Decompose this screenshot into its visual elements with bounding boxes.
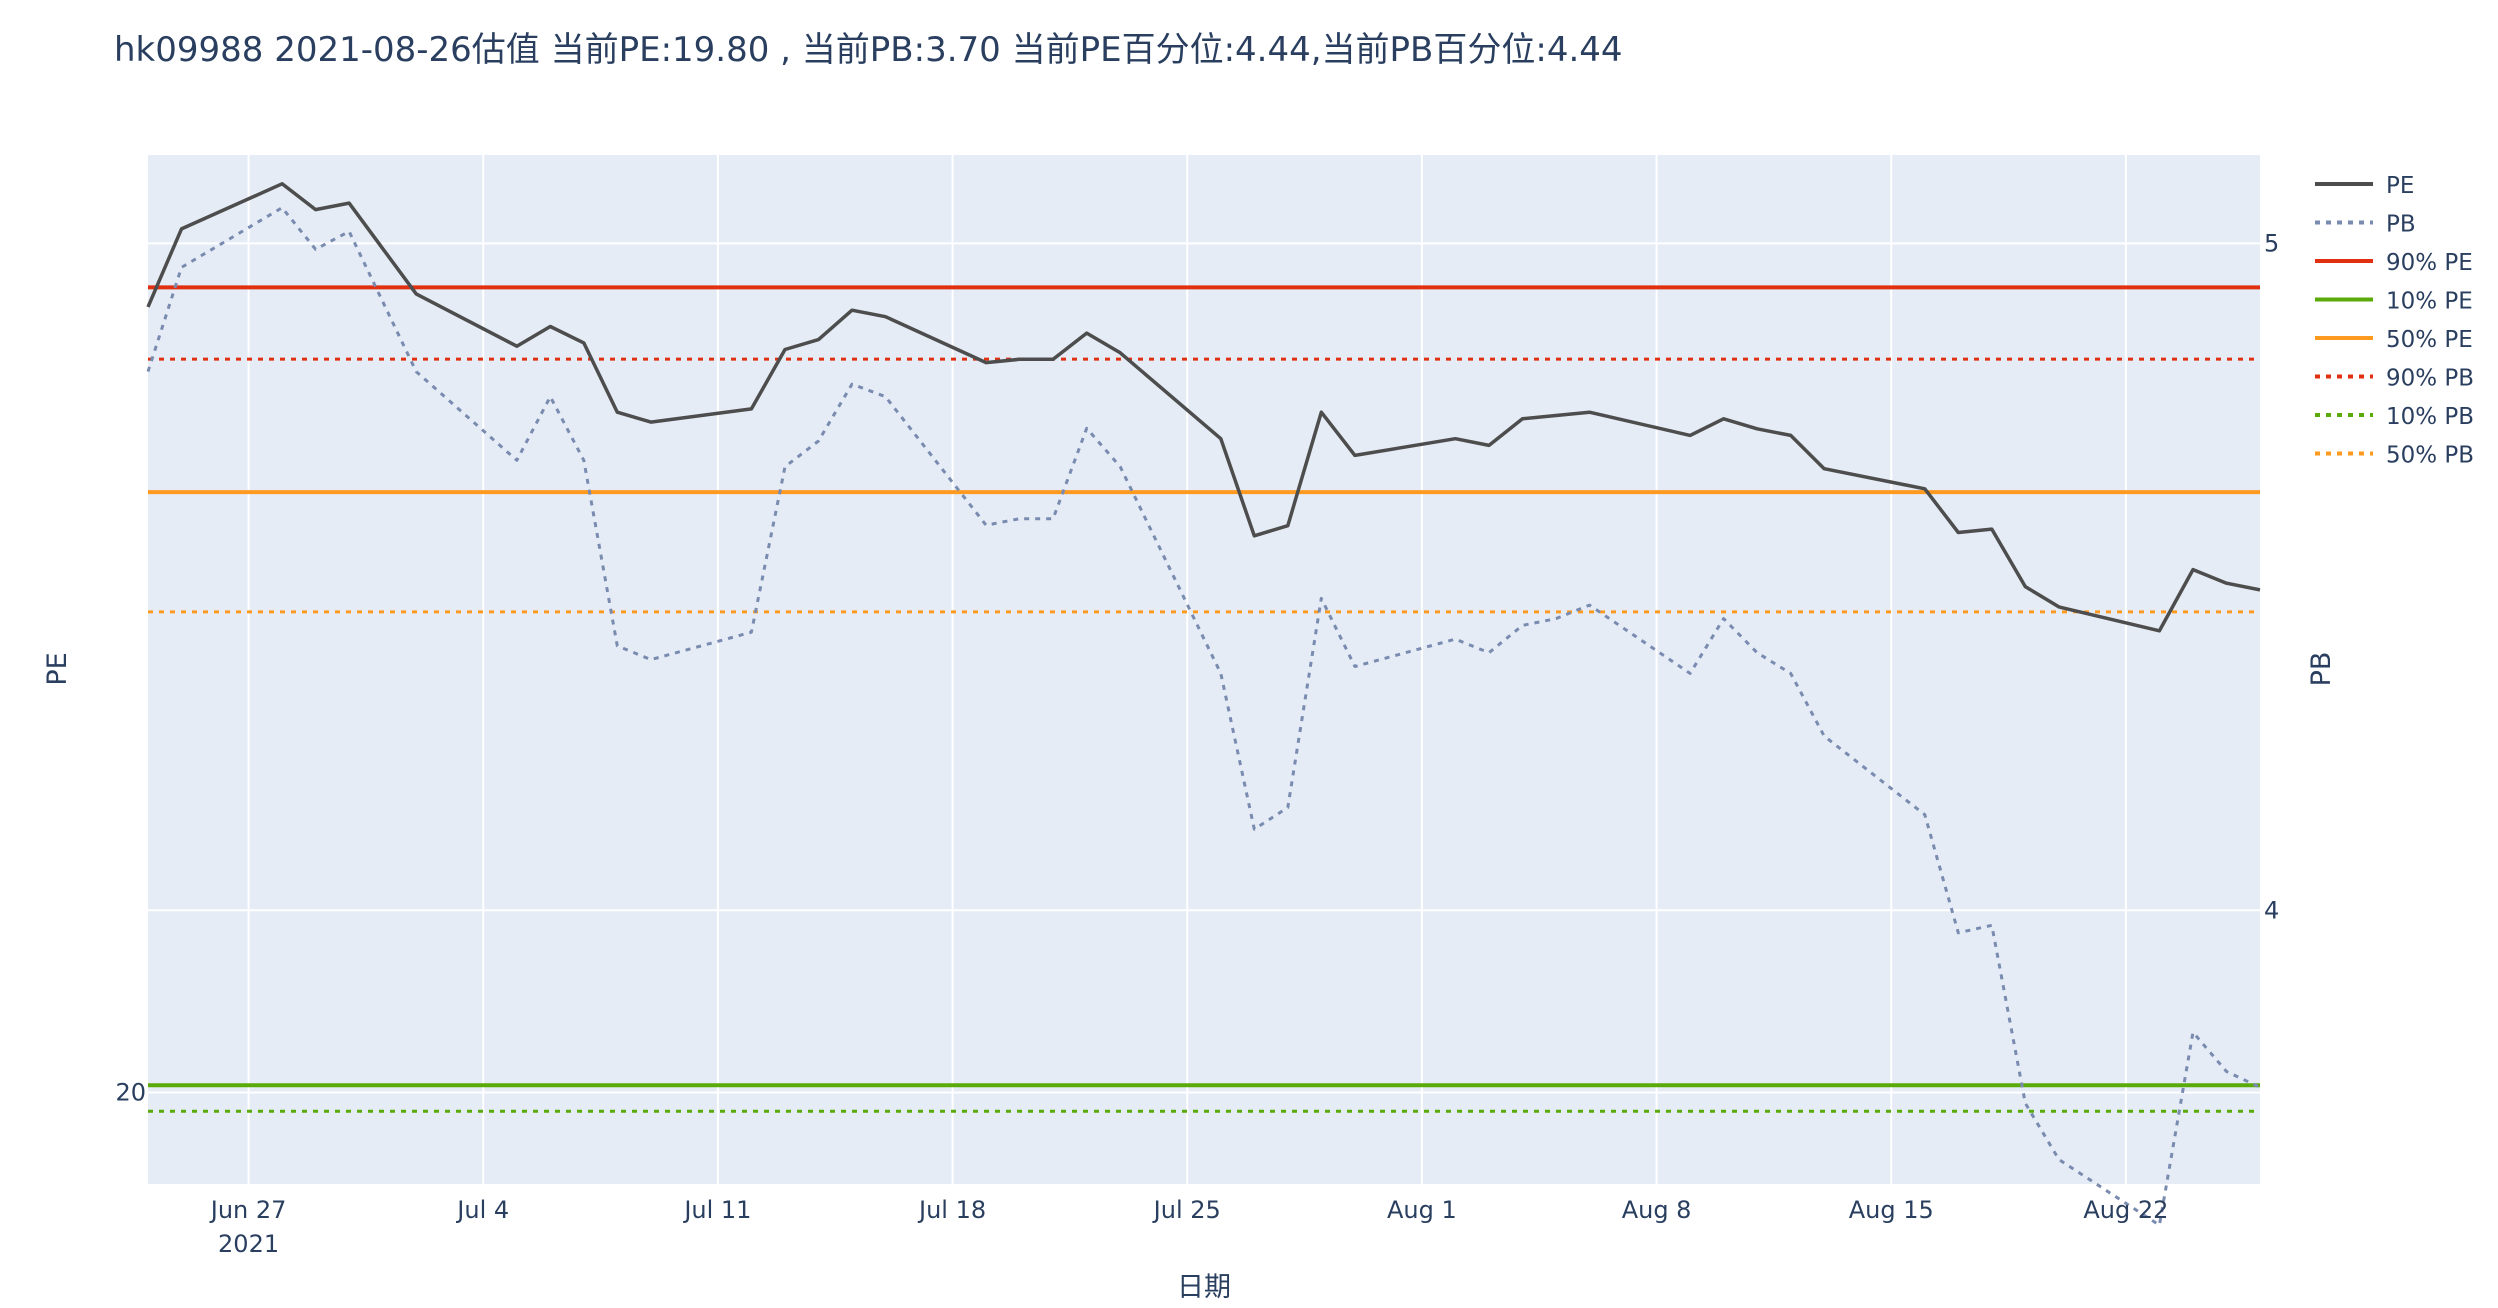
x-tick-label: Aug 8 [1622,1196,1692,1224]
y-left-tick-label: 20 [115,1078,146,1106]
x-tick-label: Jul 25 [1152,1196,1221,1224]
y-right-tick-label: 5 [2264,229,2279,257]
legend-item-label: PE [2386,173,2414,199]
legend-item-label: 50% PE [2386,327,2473,353]
x-tick-label: Jul 11 [682,1196,751,1224]
legend: PE PB 90% PE 10% PE 50% PE 90% PB 10% PB 50% PB [2315,173,2474,469]
legend-item-label: PB [2386,212,2416,238]
x-axis-ticks: Jun 27 2021 Jul 4 Jul 11 Jul 18 Jul 25 Aug 1 Au… [209,1196,2169,1258]
y-axis-right-title: PB [2306,652,2337,687]
chart-title: hk09988 2021-08-26估值 当前PE:19.80 , 当前PB:3… [114,30,1623,70]
x-tick-label: Aug 22 [2083,1196,2168,1224]
x-tick-label: Jul 4 [455,1196,509,1224]
y-right-tick-label: 4 [2264,896,2279,924]
legend-item-label: 10% PE [2386,289,2473,315]
x-tick-year-label: 2021 [218,1230,279,1258]
y-axis-left-title: PE [42,652,73,685]
y-axis-left-ticks: 20 [115,1078,146,1106]
series-line-pe [146,182,2261,633]
y-axis-right-ticks: 45 [2264,229,2279,924]
x-tick-label: Jul 18 [917,1196,986,1224]
grid-layer [148,155,2260,1184]
plot-background [148,155,2260,1184]
series-lines [146,182,2261,1227]
x-axis-title: 日期 [1177,1272,1231,1303]
x-tick-label: Aug 1 [1387,1196,1457,1224]
legend-item-label: 50% PB [2386,443,2474,469]
legend-item-label: 10% PB [2386,404,2474,430]
legend-item-label: 90% PB [2386,366,2474,392]
x-tick-label: Aug 15 [1849,1196,1934,1224]
legend-item-label: 90% PE [2386,250,2473,276]
x-tick-label: Jun 27 [209,1196,287,1224]
series-line-pb [146,206,2261,1227]
reference-lines [148,285,2260,1113]
